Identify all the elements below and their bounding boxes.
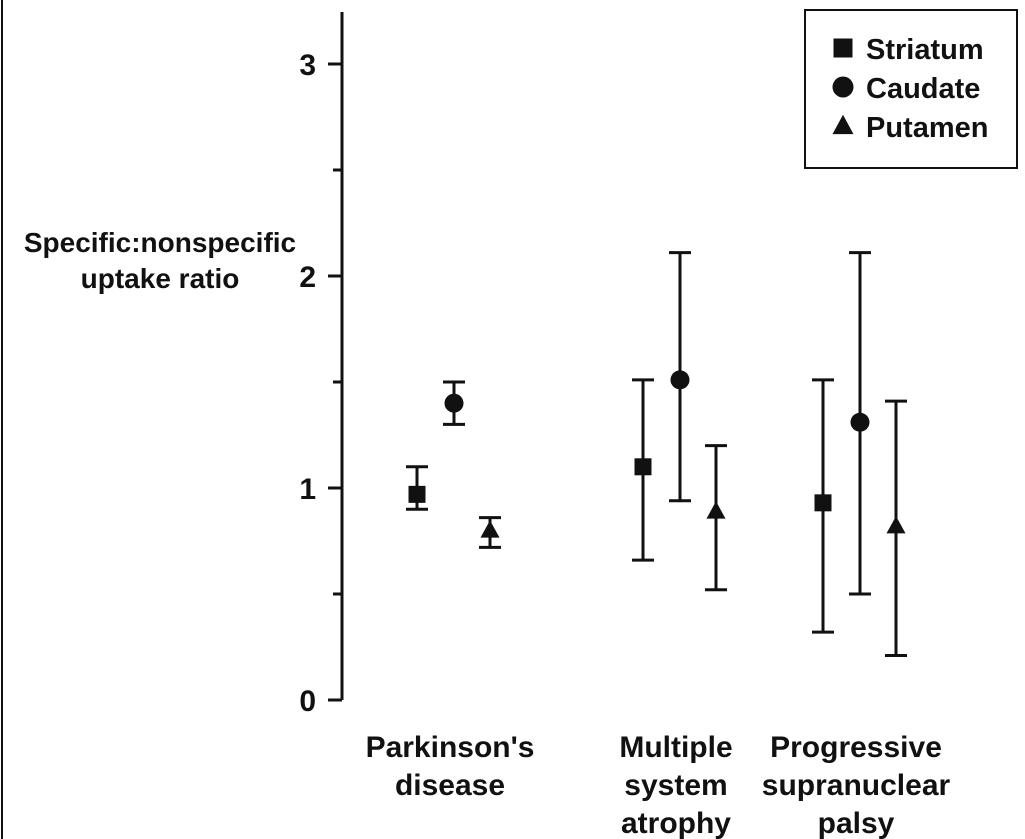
- y-axis-label-line: Specific:nonspecific: [24, 227, 296, 258]
- category-labels: Parkinson's disease Multiple system atrophy P…: [366, 731, 951, 839]
- circle-marker: [850, 412, 870, 432]
- circle-icon: [832, 76, 854, 98]
- data-point-putamen: [705, 444, 727, 592]
- legend-label: Putamen: [866, 112, 988, 144]
- circle-marker: [444, 393, 464, 413]
- category-label-line: disease: [395, 769, 505, 802]
- data-marks: [406, 251, 907, 657]
- legend-item-caudate: Caudate: [832, 73, 980, 105]
- legend-item-putamen: Putamen: [832, 112, 988, 144]
- data-point-caudate: [443, 380, 465, 426]
- category-label-line: Progressive: [770, 731, 942, 764]
- y-tick-label: 2: [299, 261, 316, 294]
- data-point-caudate: [849, 251, 871, 596]
- legend-label: Striatum: [866, 34, 984, 66]
- category-label-line: Parkinson's: [366, 731, 535, 764]
- triangle-marker: [886, 516, 906, 534]
- triangle-marker: [480, 520, 500, 538]
- square-marker: [634, 458, 652, 476]
- data-point-putamen: [479, 516, 501, 549]
- legend: Striatum Caudate Putamen: [804, 9, 1018, 169]
- data-point-caudate: [669, 251, 691, 503]
- y-axis-label: Specific:nonspecific uptake ratio: [24, 227, 296, 294]
- y-tick-label: 0: [299, 685, 316, 718]
- data-point-putamen: [885, 399, 907, 657]
- y-tick-label: 1: [299, 473, 316, 506]
- triangle-icon: [832, 114, 854, 135]
- y-axis-label-line: uptake ratio: [81, 263, 240, 294]
- category-label-line: atrophy: [621, 807, 731, 839]
- data-point-striatum: [812, 378, 834, 634]
- square-marker: [408, 485, 426, 503]
- y-axis: 0 1 2 3: [299, 12, 344, 718]
- legend-label: Caudate: [866, 73, 980, 105]
- circle-marker: [670, 370, 690, 390]
- legend-item-striatum: Striatum: [833, 34, 984, 66]
- data-point-striatum: [632, 378, 654, 562]
- category-label-line: Multiple: [619, 731, 732, 764]
- triangle-marker: [706, 501, 726, 519]
- square-icon: [833, 38, 853, 58]
- category-label-line: palsy: [818, 807, 895, 839]
- square-marker: [814, 494, 832, 512]
- category-label-line: supranuclear: [762, 769, 951, 802]
- data-point-striatum: [406, 465, 428, 511]
- category-label-line: system: [624, 769, 727, 802]
- y-tick-label: 3: [299, 49, 316, 82]
